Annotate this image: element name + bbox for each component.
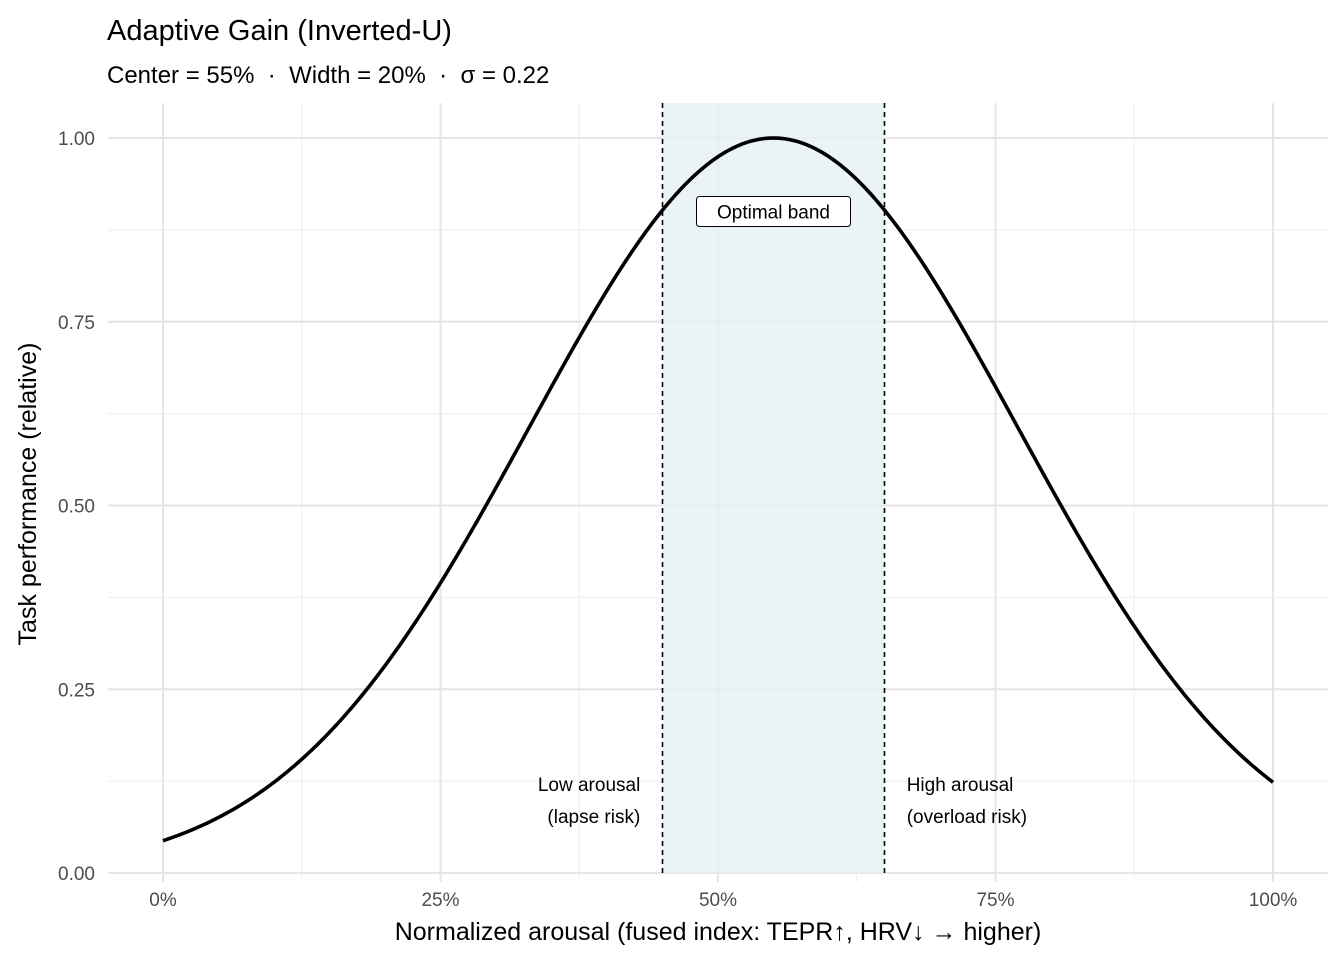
x-axis-label: Normalized arousal (fused index: TEPR↑, …	[395, 918, 1042, 946]
optimal-band	[662, 103, 885, 873]
annotation-line: High arousal	[907, 775, 1014, 796]
band-label-box	[696, 196, 851, 227]
grid-over-band	[108, 103, 1328, 882]
x-tick-label: 75%	[976, 890, 1014, 911]
annotation-line: (lapse risk)	[547, 807, 640, 828]
x-tick-label: 0%	[149, 890, 177, 911]
y-tick-label: 0.50	[58, 497, 95, 518]
y-tick-labels: 0.00 0.25 0.50 0.75 1.00	[58, 129, 95, 885]
y-tick-label: 1.00	[58, 129, 95, 150]
annotation-line: (overload risk)	[907, 807, 1027, 828]
y-axis-label: Task performance (relative)	[14, 343, 42, 646]
chart-title: Adaptive Gain (Inverted-U)	[107, 15, 452, 47]
performance-curve	[162, 136, 1275, 843]
x-tick-label: 100%	[1249, 890, 1298, 911]
chart-subtitle: Center = 55% · Width = 20% · σ = 0.22	[107, 62, 549, 89]
band-label: Optimal band	[717, 203, 830, 224]
annotation-line: Low arousal	[538, 775, 640, 796]
x-tick-label: 25%	[421, 890, 459, 911]
y-tick-label: 0.25	[58, 680, 95, 701]
annotations: Low arousal (lapse risk) High arousal (over…	[538, 775, 1027, 828]
y-tick-label: 0.75	[58, 313, 95, 334]
y-tick-label: 0.00	[58, 864, 95, 885]
x-tick-labels: 0% 25% 50% 75% 100%	[149, 890, 1297, 911]
x-tick-label: 50%	[699, 890, 737, 911]
